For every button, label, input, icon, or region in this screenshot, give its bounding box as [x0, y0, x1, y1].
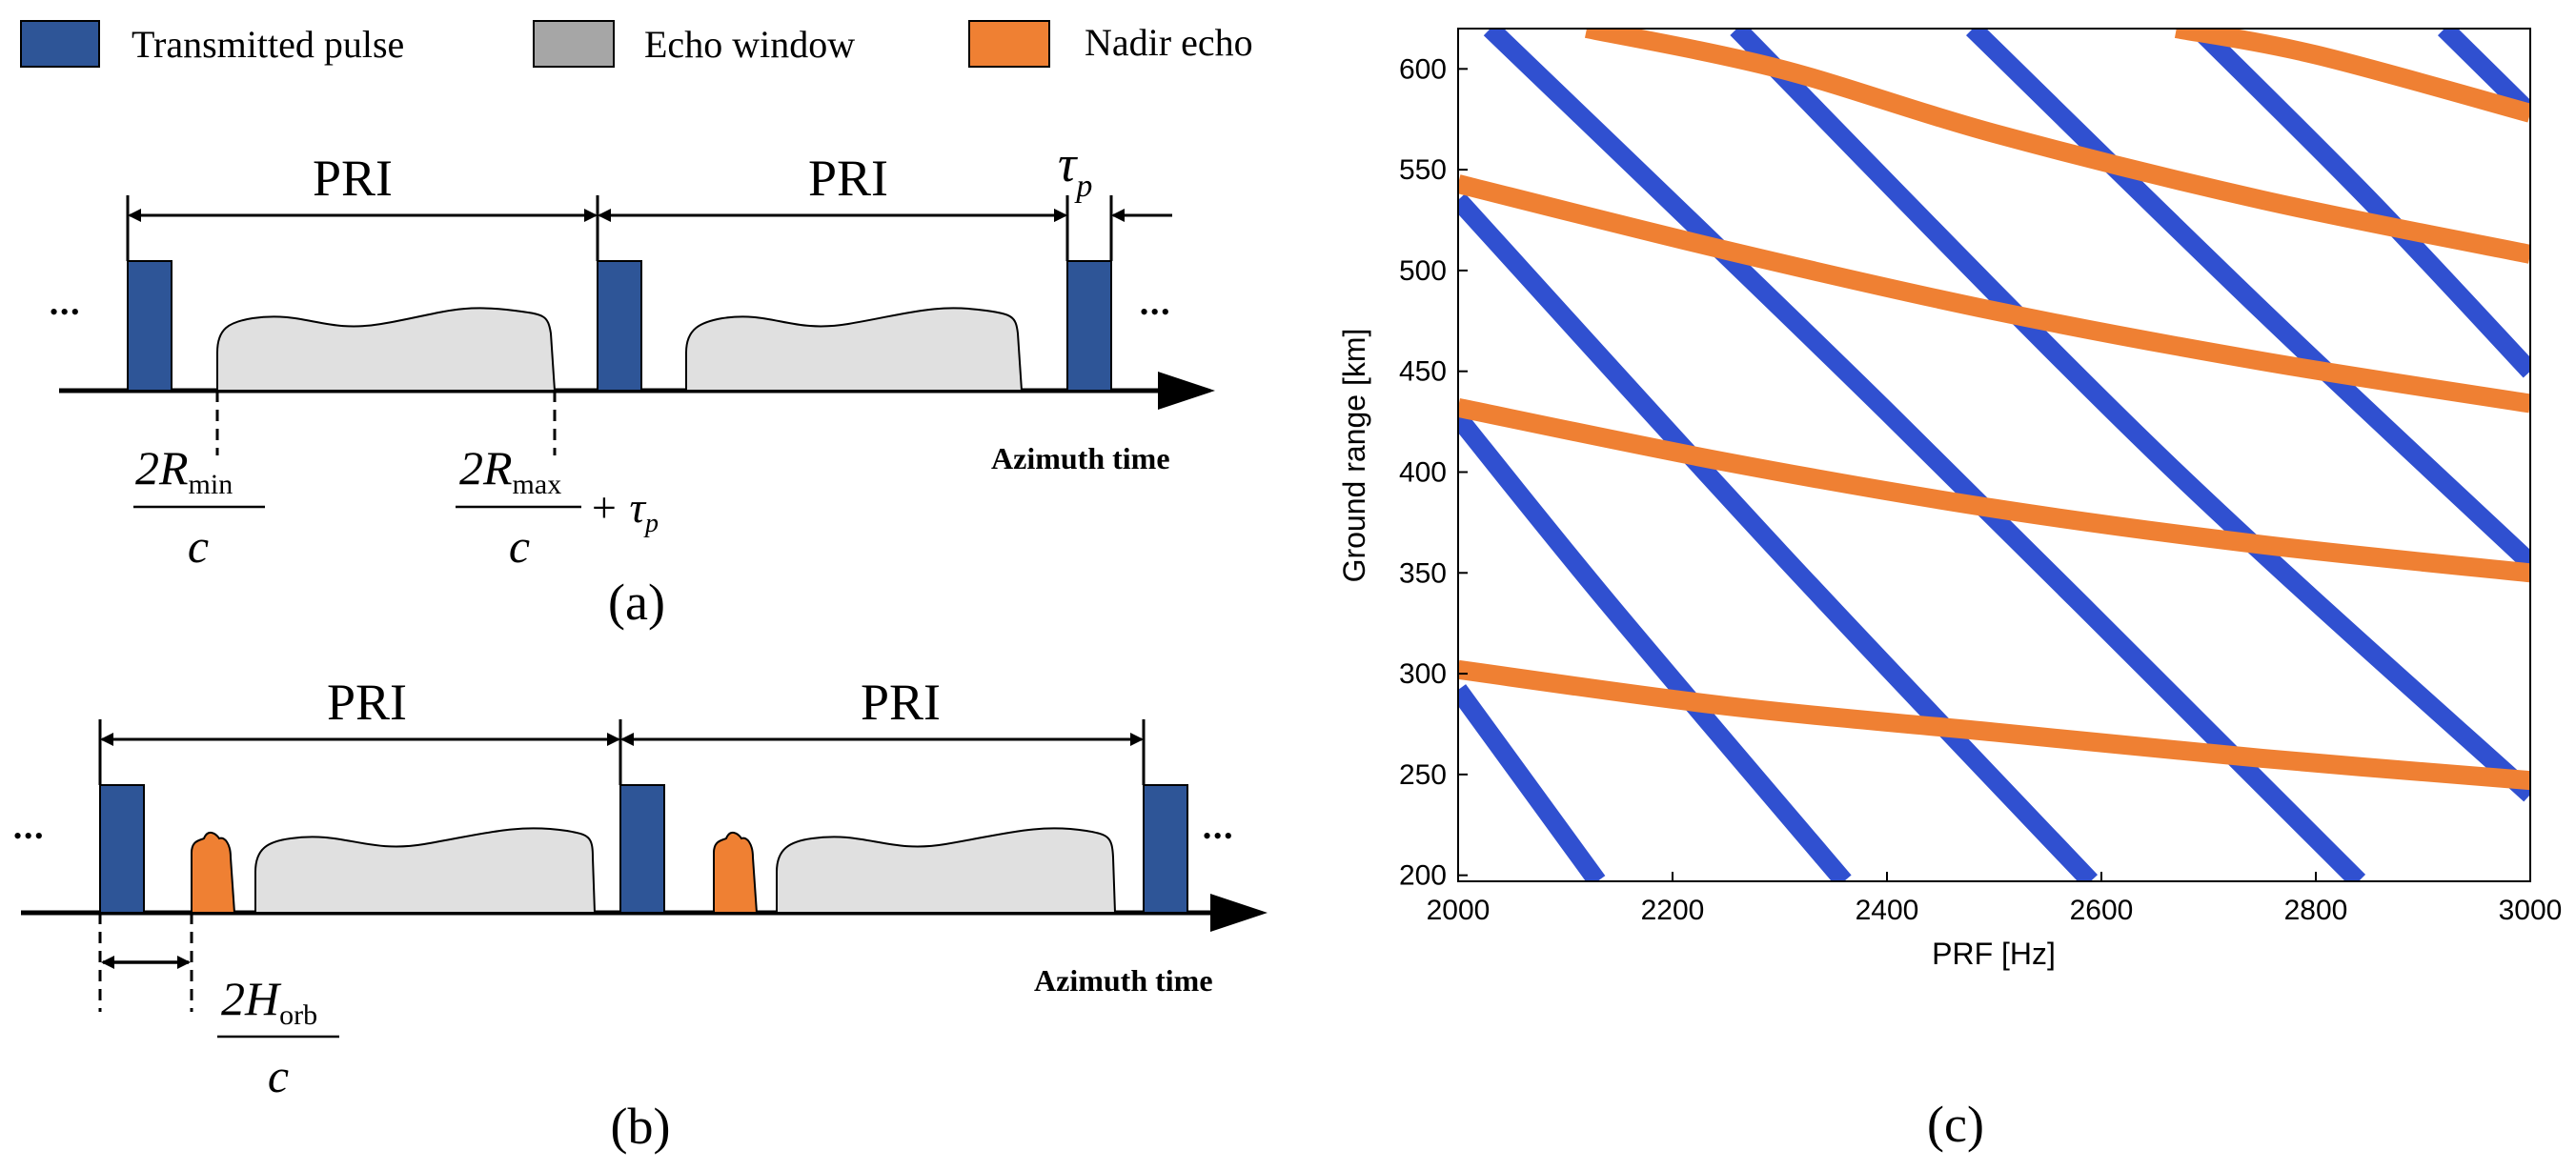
panel-a-rmax-denominator: c [509, 519, 530, 573]
chart-series-12 [1584, 29, 2530, 264]
legend-swatch-transmitted-pulse [20, 20, 100, 68]
chart-series-10 [1458, 397, 2530, 583]
chart-series-1 [1458, 684, 1606, 881]
chart-series-5 [1730, 29, 2530, 802]
panel-a-echo-window-2 [685, 307, 1024, 392]
legend-swatch-echo-window [533, 20, 615, 68]
chart-y-tick-label: 450 [1399, 356, 1447, 388]
panel-a-rmin-numerator: 2Rmin [135, 441, 233, 500]
legend-swatch-nadir-echo [968, 20, 1050, 68]
panel-b-pri-label-1: PRI [327, 674, 407, 731]
panel-b-pulse-2 [619, 784, 665, 914]
panel-c-caption: (c) [1927, 1096, 1984, 1153]
chart-y-tick-label: 350 [1399, 557, 1447, 589]
panel-a-dots-right: ••• [1140, 298, 1171, 326]
chart-series-6 [1966, 29, 2530, 570]
panel-a-rmin-denominator: c [188, 519, 209, 573]
panel-a-pri-label-2: PRI [808, 150, 888, 207]
panel-a: PRI PRI τp ••• ••• 2Rmin c 2Rmax c + τp … [50, 135, 1215, 631]
chart-series-4 [1483, 29, 2366, 881]
panel-b-pri-label-2: PRI [861, 674, 941, 731]
panel-b-axis-arrowhead [1210, 894, 1268, 932]
panel-a-rmax-plus-tau: + τp [589, 483, 659, 538]
chart-series-11 [1458, 174, 2530, 414]
chart-x-axis-label: PRF [Hz] [1932, 937, 2056, 971]
panel-b-nadir-echo-1 [191, 832, 236, 914]
chart-series-3 [1458, 193, 2099, 881]
chart-y-tick-label: 400 [1399, 456, 1447, 488]
chart-x-tick-label: 2200 [1641, 895, 1705, 926]
chart-y-tick-label: 200 [1399, 860, 1447, 892]
panel-b-horb-numerator: 2Horb [221, 972, 317, 1031]
chart-y-ticks: 200 250 300 350 400 450 500 550 600 [1399, 53, 1468, 892]
chart-y-tick-label: 500 [1399, 255, 1447, 287]
panel-b-pulse-3 [1143, 784, 1188, 914]
panel-b-dots-right: ••• [1203, 822, 1234, 850]
chart-frame [1457, 28, 2531, 882]
chart-y-tick-label: 550 [1399, 154, 1447, 186]
chart-series-13 [2174, 29, 2530, 123]
legend-label-nadir-echo: Nadir echo [1085, 21, 1253, 64]
panel-a-caption: (a) [608, 574, 665, 631]
panel-b-echo-window-2 [776, 827, 1117, 914]
chart-x-ticks: 2000 2200 2400 2600 2800 3000 [1427, 872, 2563, 926]
legend-label-echo-window: Echo window [644, 23, 855, 66]
panel-c: 2000 2200 2400 2600 2800 3000 200 250 300 350 400… [1337, 28, 2563, 1153]
chart-y-axis-label: Ground range [km] [1337, 329, 1371, 583]
chart-series-9 [1458, 659, 2530, 791]
chart-y-tick-label: 300 [1399, 658, 1447, 690]
panel-a-axis-label: Azimuth time [991, 441, 1170, 475]
panel-a-tau-label: τp [1058, 135, 1092, 204]
panel-a-axis-arrowhead [1158, 372, 1215, 410]
legend: Transmitted pulse Echo window Nadir echo [20, 20, 1253, 68]
panel-a-rmax-numerator: 2Rmax [459, 441, 561, 500]
panel-a-pri-label-1: PRI [313, 150, 393, 207]
chart-y-tick-label: 250 [1399, 759, 1447, 791]
panel-b: PRI PRI ••• ••• 2Horb c Azimuth time (b) [13, 674, 1268, 1155]
panel-b-horb-denominator: c [268, 1049, 289, 1102]
panel-b-pulse-1 [99, 784, 145, 914]
chart-y-tick-label: 600 [1399, 53, 1447, 85]
panel-b-axis-label: Azimuth time [1034, 963, 1213, 998]
panel-b-caption: (b) [611, 1098, 671, 1155]
panel-a-pulse-3 [1066, 260, 1112, 392]
panel-b-nadir-echo-2 [713, 832, 759, 914]
panel-b-echo-window-1 [254, 827, 597, 914]
chart-x-tick-label: 2600 [2070, 895, 2134, 926]
chart-series-8 [2437, 29, 2530, 120]
panel-a-echo-window-1 [216, 307, 557, 392]
chart-x-tick-label: 2800 [2284, 895, 2348, 926]
legend-label-transmitted-pulse: Transmitted pulse [132, 23, 404, 66]
panel-a-dots-left: ••• [50, 298, 81, 326]
chart-series-7 [2191, 29, 2530, 378]
chart-series-2 [1458, 412, 1852, 881]
chart-x-tick-label: 2400 [1856, 895, 1919, 926]
panel-a-pulse-2 [597, 260, 642, 392]
panel-a-pulse-1 [127, 260, 172, 392]
chart-x-tick-label: 3000 [2499, 895, 2563, 926]
chart-series-layer [1458, 29, 2530, 881]
panel-b-dots-left: ••• [13, 822, 45, 850]
chart-x-tick-label: 2000 [1427, 895, 1491, 926]
